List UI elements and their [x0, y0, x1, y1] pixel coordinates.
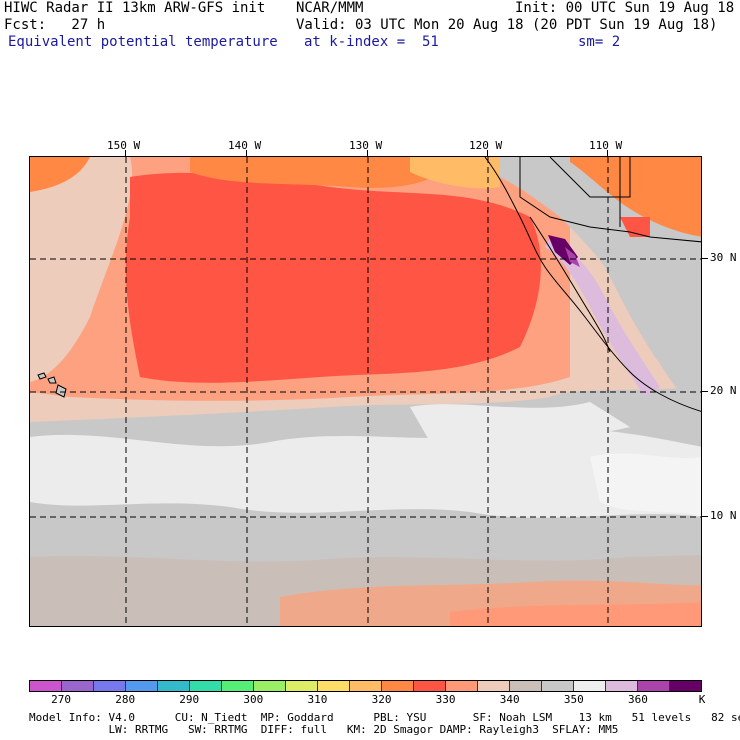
- high-theta-e-core: [125, 172, 541, 383]
- color-scale-swatch: [574, 681, 606, 691]
- lat-tick: [702, 391, 708, 392]
- color-scale-label: 300: [243, 693, 264, 706]
- model-info-line2: LW: RRTMG SW: RRTMG DIFF: full KM: 2D Sm…: [29, 723, 619, 736]
- color-scale-swatch: [606, 681, 638, 691]
- init-time: Init: 00 UTC Sun 19 Aug 18: [515, 0, 735, 16]
- color-scale-swatch: [350, 681, 382, 691]
- color-scale-swatch: [318, 681, 350, 691]
- lon-label-130w: 130 W: [349, 139, 383, 152]
- color-scale-swatch: [510, 681, 542, 691]
- color-scale-label: 360: [627, 693, 648, 706]
- color-scale-label: 270: [51, 693, 71, 706]
- orange-north: [190, 157, 450, 188]
- color-scale-swatch: [478, 681, 510, 691]
- theta-e-map: [29, 156, 702, 627]
- color-scale-swatch: [254, 681, 286, 691]
- orange-northwest: [30, 157, 90, 192]
- map-canvas: [30, 157, 701, 626]
- state-border: [549, 157, 631, 198]
- purple-zone: [565, 247, 580, 267]
- lon-tick: [367, 150, 368, 156]
- ncar-label: NCAR/MMM: [296, 0, 364, 16]
- level-index: at k-index = 51: [304, 34, 439, 50]
- moist-patch: [30, 428, 701, 518]
- color-scale-label: 290: [179, 693, 200, 706]
- west-tan: [30, 157, 132, 382]
- hawaii-islands: [37, 372, 67, 398]
- lon-label-140w: 140 W: [228, 139, 262, 152]
- lon-label-110w: 110 W: [589, 139, 623, 152]
- lat-label-20n: 20 N: [710, 384, 737, 397]
- field-name: Equivalent potential temperature: [8, 34, 278, 50]
- color-scale-swatch: [158, 681, 190, 691]
- color-scale-bar: [29, 680, 702, 692]
- color-scale-swatch: [382, 681, 414, 691]
- lon-label-120w: 120 W: [469, 139, 503, 152]
- lat-label-30n: 30 N: [710, 251, 737, 264]
- color-scale-swatch: [126, 681, 158, 691]
- color-scale-swatch: [414, 681, 446, 691]
- color-scale-label: 320: [371, 693, 392, 706]
- color-scale-swatch: [62, 681, 94, 691]
- lon-tick: [487, 150, 488, 156]
- color-scale-swatch: [670, 681, 701, 691]
- moist-patch: [410, 402, 630, 442]
- salmon-band-south-2: [450, 602, 701, 626]
- color-scale-label: 310: [307, 693, 328, 706]
- baja-coast: [529, 216, 611, 353]
- moist-patch: [590, 453, 701, 517]
- lat-tick: [702, 516, 708, 517]
- state-border: [519, 157, 701, 243]
- color-scale-swatch: [286, 681, 318, 691]
- southwest-us-warm: [570, 157, 701, 237]
- model-title: HIWC Radar II 13km ARW-GFS init: [4, 0, 266, 16]
- color-scale-label: 330: [435, 693, 456, 706]
- color-scale-swatch: [542, 681, 574, 691]
- color-scale-label: 340: [499, 693, 520, 706]
- yellow-north: [410, 157, 500, 189]
- color-scale-swatch: [222, 681, 254, 691]
- gulf-california-theta: [545, 237, 660, 397]
- color-scale-swatch: [638, 681, 670, 691]
- lat-label-10n: 10 N: [710, 509, 737, 522]
- smoothing: sm= 2: [578, 34, 621, 50]
- color-scale-label: 280: [115, 693, 136, 706]
- valid-time: Valid: 03 UTC Mon 20 Aug 18 (20 PDT Sun …: [296, 17, 718, 33]
- forecast-hour: Fcst: 27 h: [4, 17, 106, 33]
- model-info-line1: Model Info: V4.0 CU: N_Tiedt MP: Goddard…: [29, 711, 740, 724]
- graticule: [30, 157, 701, 626]
- lon-tick: [607, 150, 608, 156]
- color-scale-label: 350: [563, 693, 584, 706]
- coastline: [484, 157, 701, 412]
- color-scale-swatch: [94, 681, 126, 691]
- lon-label-150w: 150 W: [107, 139, 141, 152]
- lat-tick: [702, 258, 708, 259]
- color-scale-swatch: [446, 681, 478, 691]
- color-scale-swatch: [30, 681, 62, 691]
- lon-tick: [125, 150, 126, 156]
- color-scale-swatch: [190, 681, 222, 691]
- color-scale-label: K: [698, 693, 706, 706]
- lon-tick: [246, 150, 247, 156]
